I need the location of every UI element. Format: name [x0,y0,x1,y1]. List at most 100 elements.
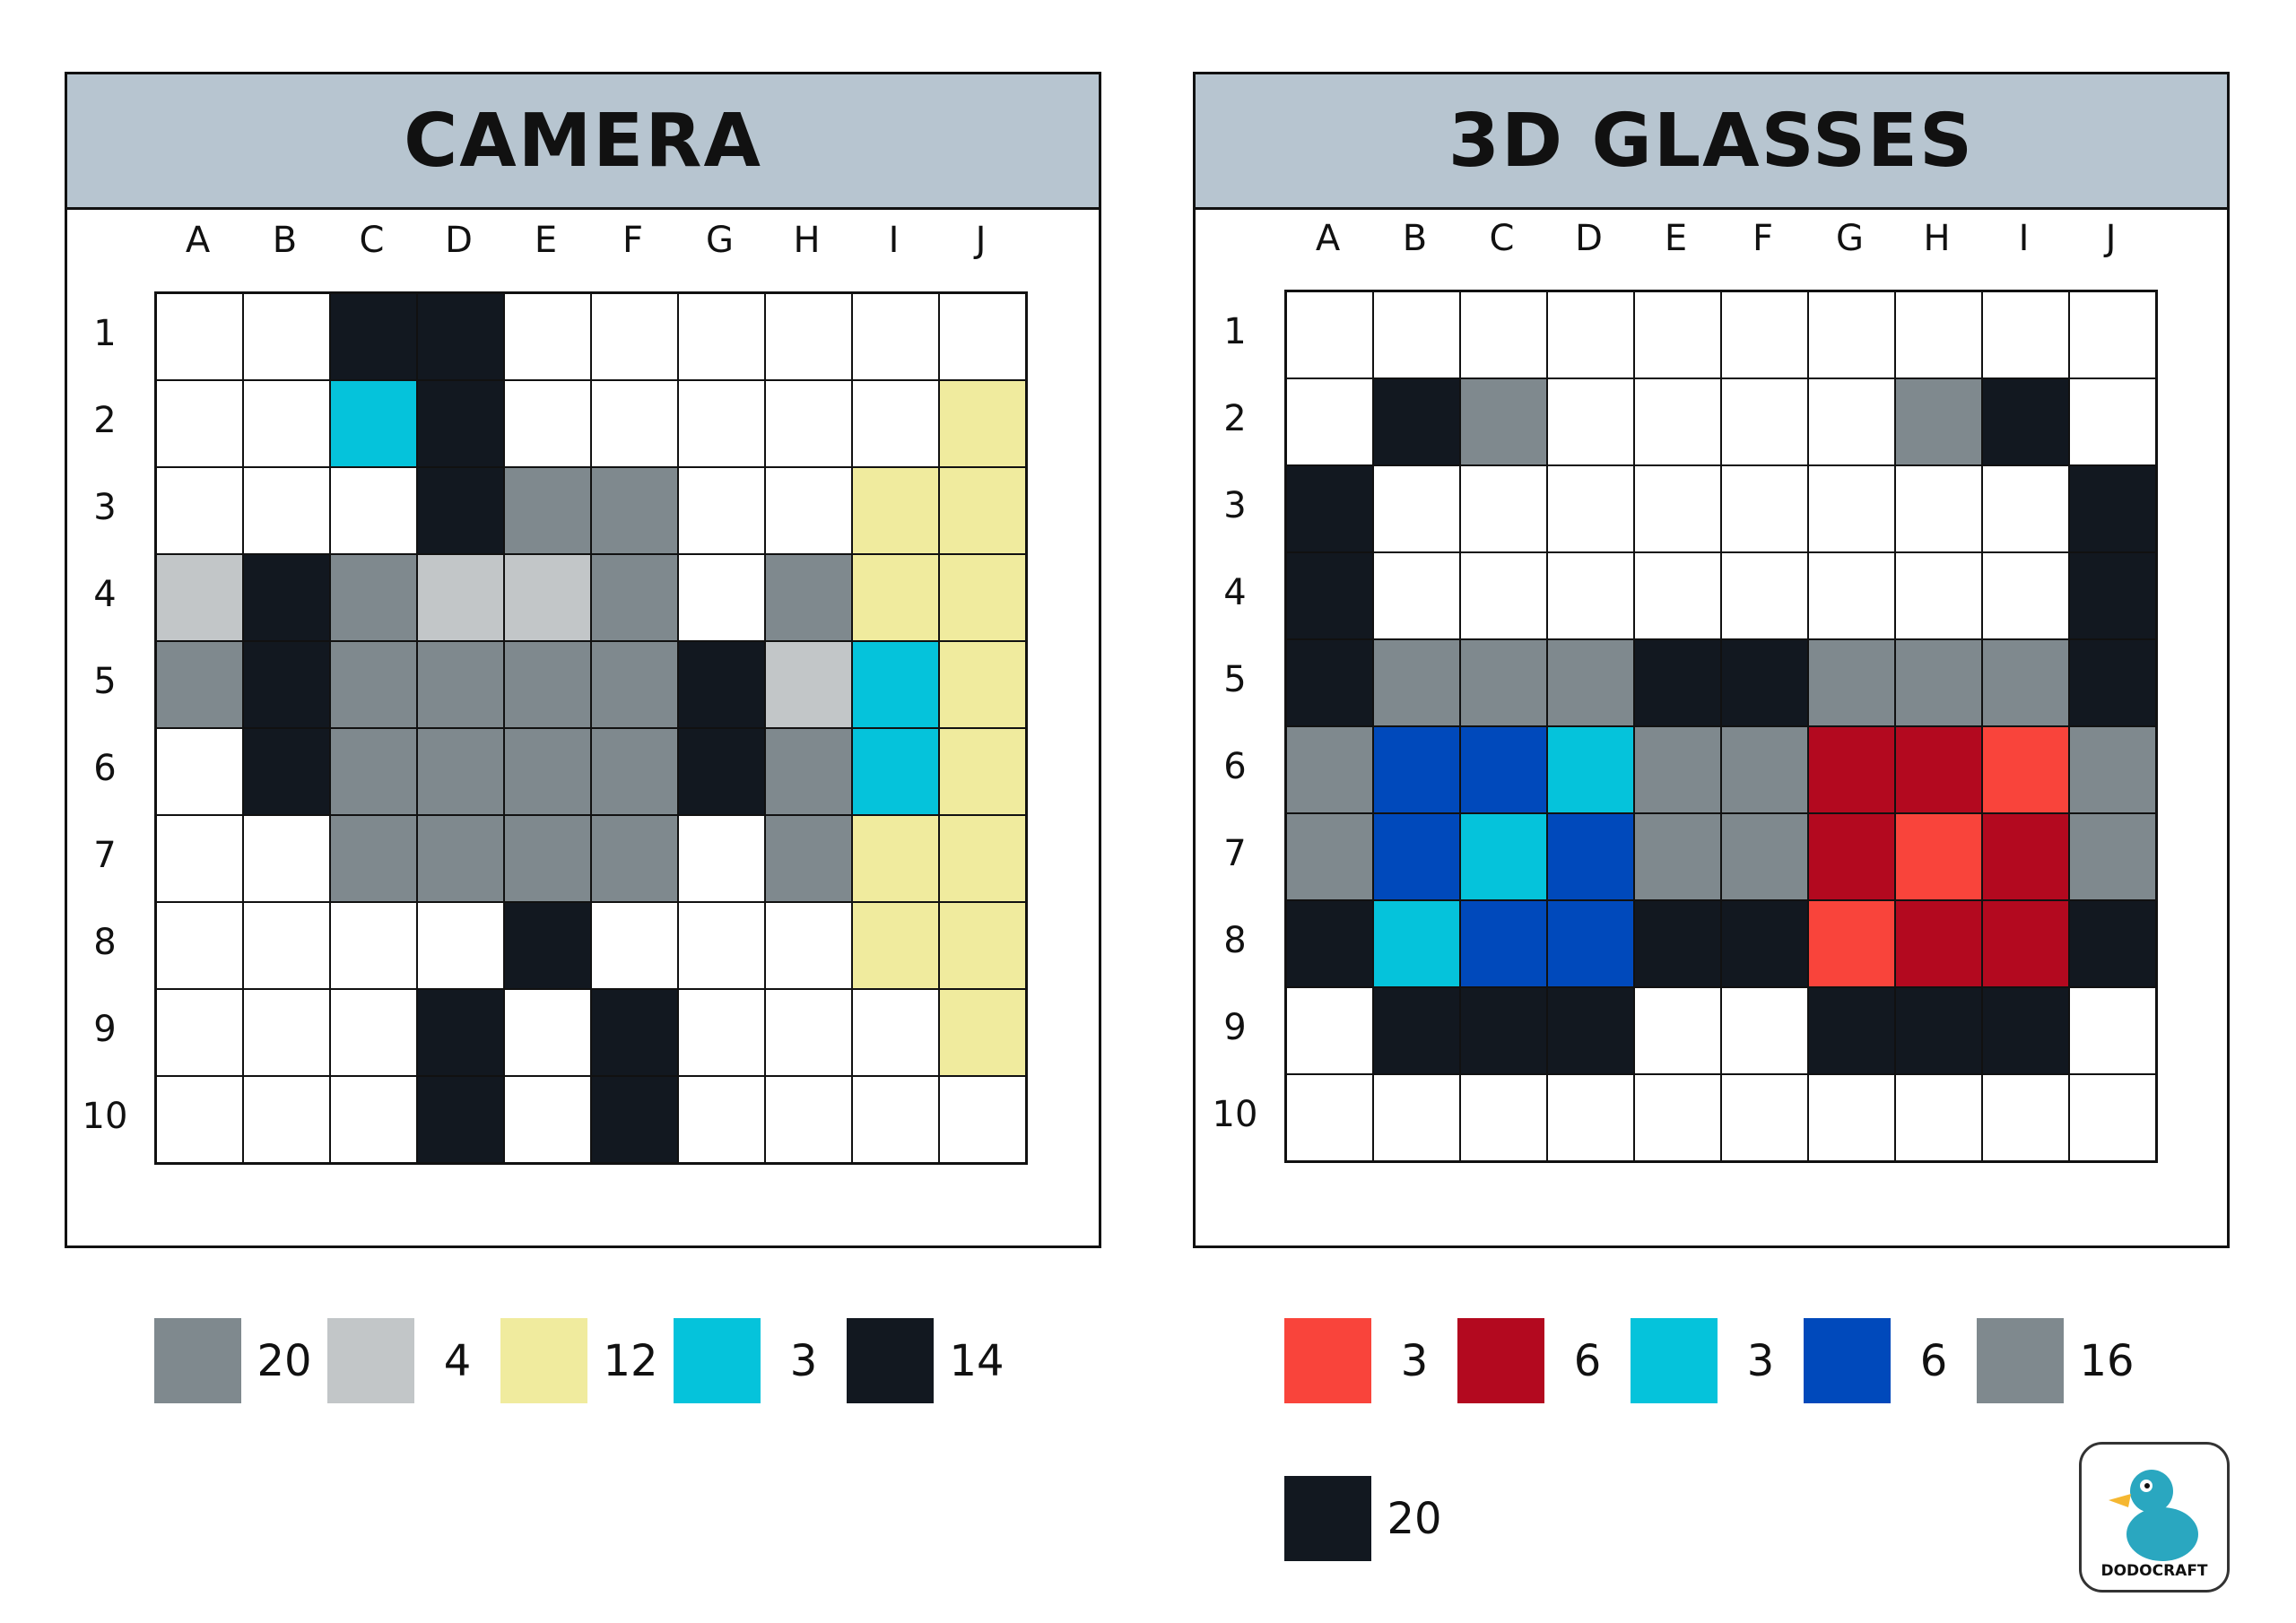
grid-cell-A10[interactable] [156,1076,243,1163]
grid-cell-J4[interactable] [2069,552,2156,639]
grid-cell-D7[interactable] [1547,813,1634,900]
grid-cell-J1[interactable] [939,293,1026,380]
grid-cell-J5[interactable] [939,641,1026,728]
grid-cell-D8[interactable] [417,902,504,989]
grid-cell-C3[interactable] [1460,465,1547,552]
grid-cell-B3[interactable] [243,467,330,554]
grid-cell-A7[interactable] [1286,813,1373,900]
grid-cell-I3[interactable] [1982,465,2069,552]
grid-cell-B6[interactable] [1373,726,1460,813]
grid-cell-I9[interactable] [852,989,939,1076]
grid-cell-G6[interactable] [1808,726,1895,813]
grid-cell-A1[interactable] [1286,291,1373,378]
grid-cell-G1[interactable] [678,293,765,380]
grid-cell-E5[interactable] [1634,639,1721,726]
grid-cell-J6[interactable] [939,728,1026,815]
grid-cell-H1[interactable] [1895,291,1982,378]
grid-cell-C4[interactable] [1460,552,1547,639]
grid-cell-I7[interactable] [852,815,939,902]
grid-cell-H9[interactable] [765,989,852,1076]
grid-cell-B1[interactable] [243,293,330,380]
grid-cell-E3[interactable] [1634,465,1721,552]
grid-cell-D3[interactable] [417,467,504,554]
grid-cell-C2[interactable] [330,380,417,467]
grid-cell-G6[interactable] [678,728,765,815]
grid-cell-E4[interactable] [504,554,591,641]
grid-cell-I4[interactable] [852,554,939,641]
grid-cell-D4[interactable] [1547,552,1634,639]
grid-cell-J9[interactable] [2069,987,2156,1074]
grid-cell-J2[interactable] [2069,378,2156,465]
grid-cell-G2[interactable] [678,380,765,467]
grid-cell-D4[interactable] [417,554,504,641]
grid-cell-C1[interactable] [330,293,417,380]
grid-cell-J5[interactable] [2069,639,2156,726]
grid-cell-D6[interactable] [417,728,504,815]
grid-cell-D10[interactable] [1547,1074,1634,1161]
grid-cell-D2[interactable] [417,380,504,467]
grid-cell-G5[interactable] [1808,639,1895,726]
grid-cell-A9[interactable] [156,989,243,1076]
grid-cell-G4[interactable] [1808,552,1895,639]
grid-cell-I1[interactable] [1982,291,2069,378]
grid-cell-E1[interactable] [504,293,591,380]
grid-cell-G1[interactable] [1808,291,1895,378]
grid-cell-J8[interactable] [2069,900,2156,987]
grid-cell-J9[interactable] [939,989,1026,1076]
grid-cell-I3[interactable] [852,467,939,554]
grid-cell-B10[interactable] [243,1076,330,1163]
grid-cell-J8[interactable] [939,902,1026,989]
grid-cell-C4[interactable] [330,554,417,641]
grid-cell-B7[interactable] [243,815,330,902]
grid-cell-C6[interactable] [330,728,417,815]
grid-cell-J10[interactable] [939,1076,1026,1163]
grid-cell-C3[interactable] [330,467,417,554]
grid-cell-D8[interactable] [1547,900,1634,987]
grid-cell-C7[interactable] [330,815,417,902]
grid-cell-J6[interactable] [2069,726,2156,813]
grid-cell-J1[interactable] [2069,291,2156,378]
grid-cell-F9[interactable] [1721,987,1808,1074]
grid-cell-G3[interactable] [1808,465,1895,552]
grid-cell-E4[interactable] [1634,552,1721,639]
grid-cell-G8[interactable] [1808,900,1895,987]
grid-cell-F5[interactable] [591,641,678,728]
grid-cell-H4[interactable] [765,554,852,641]
grid-cell-I8[interactable] [852,902,939,989]
grid-cell-B8[interactable] [243,902,330,989]
grid-cell-B8[interactable] [1373,900,1460,987]
grid-cell-B9[interactable] [1373,987,1460,1074]
grid-cell-H7[interactable] [1895,813,1982,900]
grid-cell-G9[interactable] [1808,987,1895,1074]
grid-cell-B10[interactable] [1373,1074,1460,1161]
grid-cell-F6[interactable] [1721,726,1808,813]
grid-cell-E7[interactable] [504,815,591,902]
grid-cell-G4[interactable] [678,554,765,641]
grid-cell-F3[interactable] [591,467,678,554]
grid-cell-J3[interactable] [939,467,1026,554]
grid-cell-A6[interactable] [1286,726,1373,813]
grid-cell-H7[interactable] [765,815,852,902]
grid-cell-A8[interactable] [1286,900,1373,987]
grid-cell-I6[interactable] [1982,726,2069,813]
grid-cell-I5[interactable] [852,641,939,728]
grid-cell-D5[interactable] [1547,639,1634,726]
grid-cell-J10[interactable] [2069,1074,2156,1161]
grid-cell-E2[interactable] [1634,378,1721,465]
grid-cell-H5[interactable] [765,641,852,728]
grid-cell-G3[interactable] [678,467,765,554]
grid-cell-C7[interactable] [1460,813,1547,900]
grid-cell-B1[interactable] [1373,291,1460,378]
grid-cell-E6[interactable] [1634,726,1721,813]
grid-cell-H8[interactable] [1895,900,1982,987]
grid-cell-B4[interactable] [243,554,330,641]
grid-cell-E10[interactable] [1634,1074,1721,1161]
grid-cell-F1[interactable] [591,293,678,380]
grid-cell-G5[interactable] [678,641,765,728]
grid-cell-A4[interactable] [1286,552,1373,639]
grid-cell-D9[interactable] [417,989,504,1076]
grid-cell-B2[interactable] [1373,378,1460,465]
grid-cell-G10[interactable] [1808,1074,1895,1161]
grid-cell-H5[interactable] [1895,639,1982,726]
grid-cell-B2[interactable] [243,380,330,467]
